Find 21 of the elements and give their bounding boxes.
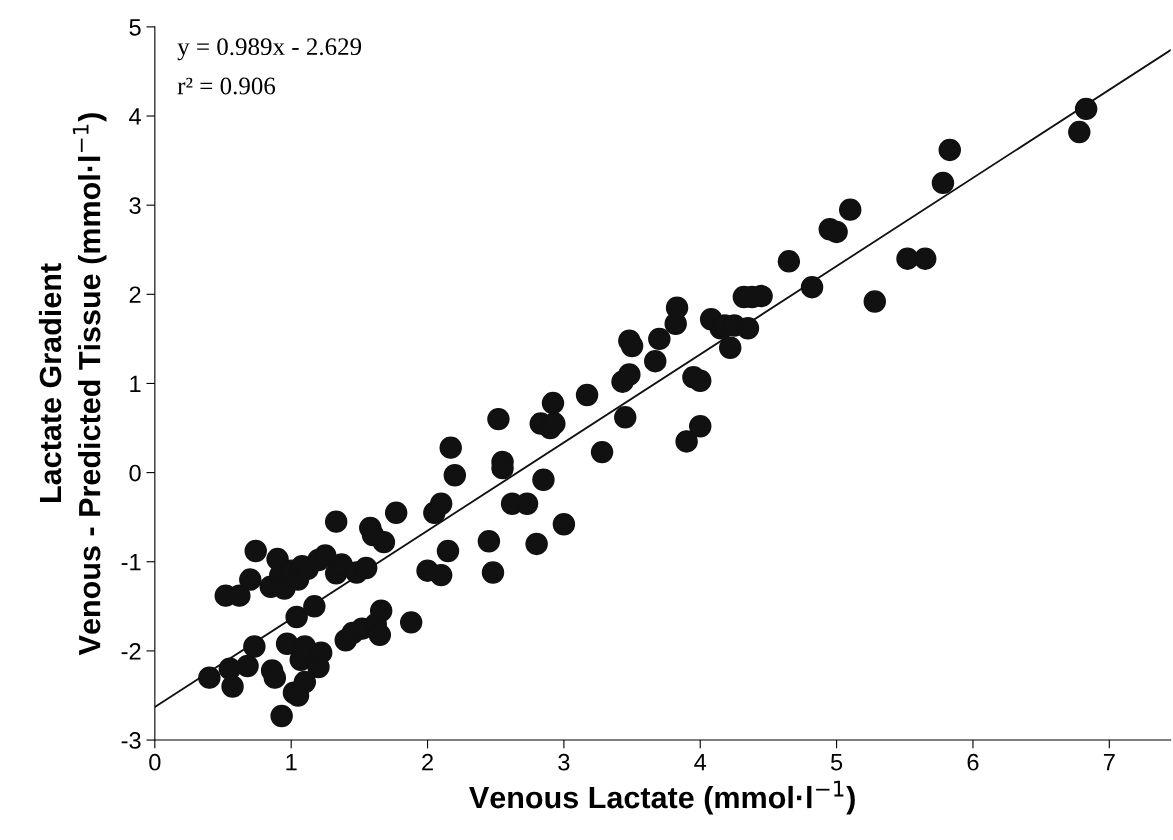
y-tick-label: 0: [129, 464, 141, 482]
x-tick-label: 0: [149, 753, 161, 771]
y-tick-label: 1: [130, 375, 141, 393]
y-tick-label: 3: [129, 197, 141, 214]
annotation: y = 0.989x - 2.629: [177, 38, 362, 61]
x-axis-title: Venous Lactate (mmol·l$^{−1}$): [469, 780, 855, 815]
x-tick-label: 2: [422, 753, 433, 771]
x-tick-label: 4: [694, 754, 707, 771]
y-tick-label: 2: [129, 286, 141, 303]
x-tick-label: 7: [1103, 754, 1115, 771]
x-tick-label: 5: [830, 754, 843, 771]
y-tick-label: 4: [129, 108, 141, 125]
y-tick-label: -2: [121, 642, 141, 660]
x-tick-label: 1: [286, 754, 297, 771]
x-tick-label: 3: [558, 753, 570, 771]
x-tick-label: 6: [967, 753, 979, 771]
annotation: r² = 0.906: [177, 77, 276, 95]
y-tick-label: 5: [129, 19, 141, 36]
y-tick-label: -1: [121, 554, 141, 571]
y-tick-label: -3: [121, 732, 141, 749]
y-axis-title: Lactate Gradient Venous - Predicted Tissue (mmol·l$^{−1}$): [38, 113, 107, 656]
